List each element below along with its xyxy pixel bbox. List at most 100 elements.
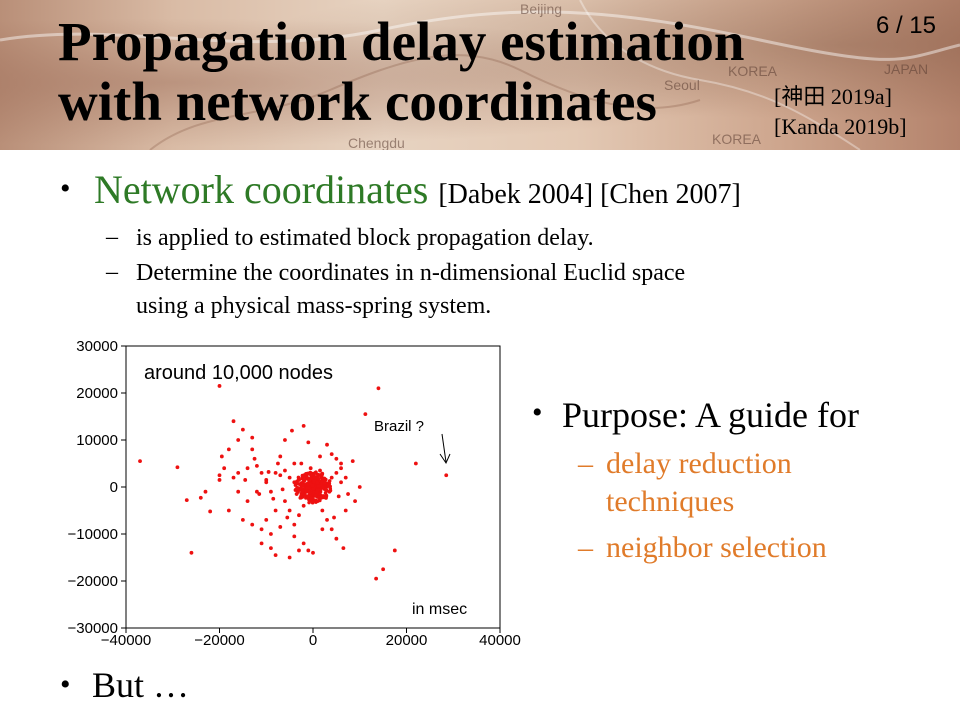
scatter-point-119 (255, 489, 259, 494)
scatter-point-20 (287, 475, 292, 480)
scatter-point-41 (329, 527, 334, 532)
scatter-point-core (306, 471, 311, 476)
y-tick-label: 0 (110, 479, 118, 496)
scatter-point-65 (283, 438, 287, 442)
scatter-point-49 (226, 508, 231, 513)
scatter-point-55 (306, 548, 311, 553)
citation-kanda-2019a: [神田 2019a] (774, 84, 892, 109)
scatter-point-73 (413, 461, 418, 466)
scatter-point-101 (313, 493, 318, 498)
scatter-point-136 (250, 447, 255, 452)
sub-dash-1: – (106, 224, 118, 250)
scatter-point-8 (217, 478, 222, 482)
scatter-point-34 (292, 522, 297, 527)
slide-title: Propagation delay estimation with networ… (58, 12, 744, 132)
bullet-network-coordinates: Network coordinates [Dabek 2004] [Chen 2… (94, 166, 741, 213)
x-tick-label: −40000 (101, 632, 151, 649)
scatter-point-core (298, 496, 303, 500)
header-background-map (0, 0, 960, 150)
scatter-point-5 (184, 498, 189, 503)
sub-bullet-applied: is applied to estimated block propagatio… (136, 225, 594, 251)
scatter-point-84 (318, 468, 322, 473)
y-axis: 30000 20000 10000 0 −10000 −20000 −30000 (68, 338, 126, 637)
scatter-point-141 (339, 480, 343, 485)
scatter-point-47 (250, 522, 255, 527)
scatter-point-134 (290, 428, 294, 433)
purpose-delay-reduction: delay reduction techniques (606, 445, 792, 521)
scatter-point-62 (329, 452, 334, 456)
scatter-point-111 (322, 480, 327, 485)
brazil-arrow-head (439, 453, 451, 465)
scatter-point-13 (252, 456, 257, 461)
sub-bullet-determine: Determine the coordinates in n-dimension… (136, 257, 685, 323)
y-tick-label: −10000 (68, 526, 118, 543)
scatter-point-130 (353, 499, 357, 503)
scatter-point-59 (343, 475, 348, 480)
scatter-point-77 (292, 461, 297, 466)
scatter-point-66 (245, 466, 250, 471)
scatter-point-70 (392, 548, 397, 553)
scatter-point-11 (240, 427, 245, 432)
scatter-point-0 (217, 384, 222, 388)
scatter-point-52 (264, 518, 269, 522)
scatter-point-71 (381, 567, 386, 572)
map-lines: Beijing KOREA Seoul JAPAN Chengdu KOREA (0, 0, 960, 150)
scatter-point-core (317, 492, 322, 497)
scatter-point-46 (259, 541, 264, 546)
annotation-unit: in msec (412, 601, 467, 618)
scatter-point-37 (306, 494, 311, 499)
scatter-point-69 (217, 473, 222, 478)
scatter-point-127 (269, 546, 273, 550)
scatter-point-42 (301, 541, 306, 546)
scatter-point-38 (315, 499, 320, 503)
scatter-point-113 (295, 486, 300, 490)
scatter-point-18 (278, 473, 283, 478)
scatter-point-60 (339, 461, 343, 466)
scatter-point-135 (278, 454, 283, 459)
y-tick-label: −20000 (68, 573, 118, 590)
scatter-point-80 (327, 489, 332, 494)
scatter-point-132 (350, 459, 355, 464)
scatter-point-139 (332, 515, 336, 520)
scatter-point-115 (315, 480, 320, 485)
scatter-point-142 (346, 492, 350, 496)
page-number: 6 / 15 (875, 12, 936, 39)
scatter-point-133 (301, 424, 306, 428)
scatter-point-68 (226, 447, 231, 452)
scatter-point-138 (219, 454, 224, 459)
scatter-point-125 (278, 525, 283, 529)
sub-dash-2: – (106, 259, 118, 285)
scatter-point-118 (310, 483, 315, 488)
scatter-point-122 (266, 470, 271, 474)
scatter-point-131 (357, 485, 362, 489)
scatter-point-10 (231, 419, 236, 424)
scatter-point-39 (320, 508, 325, 513)
purpose-delay-reduction-line2: techniques (606, 485, 735, 518)
scatter-point-core (316, 476, 321, 481)
scatter-point-91 (264, 478, 269, 482)
scatter-point-128 (292, 534, 297, 539)
scatter-point-87 (271, 496, 276, 501)
scatter-point-7 (208, 509, 213, 514)
scatter-point-core (307, 500, 311, 505)
scatter-point-81 (294, 492, 299, 496)
bullet-purpose: Purpose: A guide for (562, 395, 859, 435)
annotation-brazil: Brazil ? (374, 418, 424, 435)
scatter-point-6 (198, 495, 203, 500)
y-tick-label: −30000 (68, 620, 118, 637)
scatter-point-core (302, 478, 307, 483)
scatter-point-110 (300, 489, 305, 494)
x-tick-label: −20000 (194, 632, 244, 649)
scatter-point-85 (308, 466, 313, 471)
scatter-point-96 (316, 484, 321, 488)
scatter-point-88 (257, 492, 262, 496)
scatter-point-63 (325, 442, 329, 447)
title-line-2: with network coordinates (58, 71, 657, 132)
scatter-point-79 (322, 494, 327, 499)
sub-bullet-determine-line2: using a physical mass-spring system. (136, 293, 492, 319)
scatter-point-9 (222, 466, 227, 471)
scatter-point-75 (255, 463, 259, 468)
scatter-point-23 (301, 474, 306, 479)
purpose-dash-2: – (578, 531, 593, 564)
scatter-point-48 (240, 518, 245, 522)
